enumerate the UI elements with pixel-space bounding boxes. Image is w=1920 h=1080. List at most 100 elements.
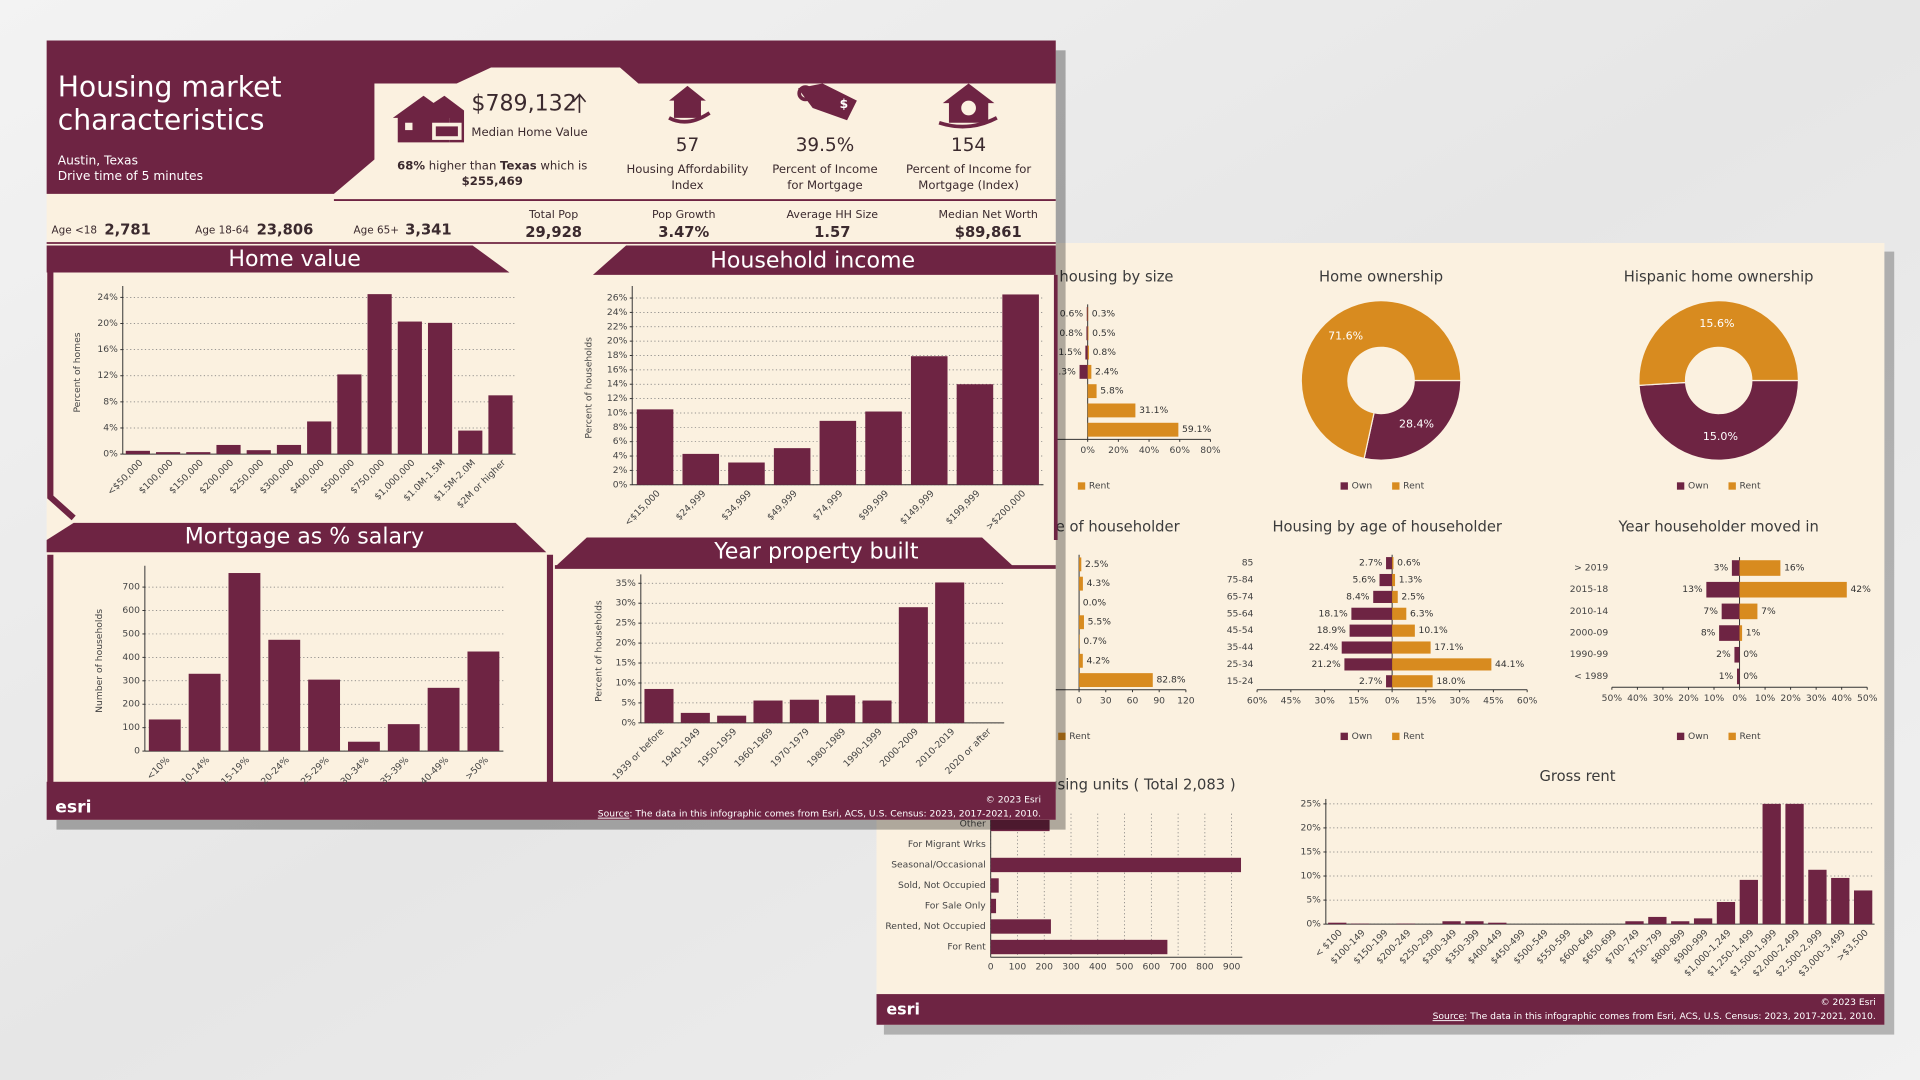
category-label: 85 — [1242, 558, 1254, 569]
bar — [1087, 345, 1089, 360]
bar — [1079, 673, 1153, 688]
value-label: 10.1% — [1419, 625, 1448, 636]
stat-label: Housing Affordability — [626, 162, 748, 176]
legend-label: Own — [1352, 481, 1373, 492]
x-tick-label: 40% — [1139, 445, 1160, 456]
bar — [1392, 590, 1398, 603]
x-tick-label: 600 — [1143, 962, 1161, 973]
legend-label: Rent — [1089, 481, 1110, 492]
value-label: 0.7% — [1083, 636, 1107, 647]
x-tick-label: 30% — [1653, 693, 1674, 704]
banner — [46, 245, 510, 273]
value-label: 0.5% — [1092, 328, 1116, 339]
value-label: 5.5% — [1088, 617, 1112, 628]
bar — [1085, 345, 1088, 360]
bar — [1087, 384, 1097, 399]
legend-swatch — [1676, 732, 1685, 741]
bar — [1373, 590, 1393, 603]
value-label: 31.1% — [1139, 405, 1168, 416]
logo: esri — [55, 798, 91, 818]
value-label: 1.3% — [1399, 575, 1423, 586]
bar — [1739, 879, 1758, 925]
bar — [125, 450, 150, 455]
bar — [1736, 668, 1740, 685]
stat-label: Percent of Income for — [906, 162, 1031, 176]
x-tick-label: 100 — [1009, 962, 1027, 973]
value-label: 0.8% — [1093, 347, 1117, 358]
legend-label: Rent — [1740, 731, 1761, 742]
chart-title: housing by size — [1059, 268, 1173, 285]
category-label: < 1989 — [1574, 671, 1608, 682]
bar — [680, 712, 710, 723]
bar — [644, 688, 674, 723]
source-text: : The data in this infographic comes fro… — [1464, 1011, 1876, 1022]
bar — [1625, 921, 1644, 925]
bar — [1648, 916, 1667, 925]
y-tick-label: 15% — [615, 658, 636, 669]
chart-title: Household income — [710, 247, 915, 273]
y-tick-label: 300 — [122, 675, 140, 686]
value-label: 15.6% — [1699, 317, 1734, 330]
chart-title: Hispanic home ownership — [1624, 268, 1814, 285]
source: Source: The data in this infographic com… — [598, 808, 1041, 819]
stat-label: Mortgage (Index) — [918, 178, 1019, 192]
chart-title: Housing units ( Total 2,083 ) — [1028, 776, 1235, 793]
age-label: Age 65+ — [354, 225, 399, 237]
legend-label: Own — [1352, 731, 1373, 742]
x-tick-label: 20% — [1678, 693, 1699, 704]
bar — [1442, 921, 1461, 925]
bar — [819, 420, 857, 485]
value-label: 2% — [1716, 649, 1731, 660]
summary-label: Total Pop — [528, 208, 578, 221]
legend-swatch — [1676, 482, 1685, 490]
bar — [1671, 921, 1690, 925]
bar — [1392, 607, 1407, 620]
x-tick-label: 0% — [1080, 445, 1095, 456]
y-tick-label: 2% — [613, 465, 628, 476]
y-tick-label: 10% — [607, 407, 628, 418]
bar — [990, 816, 1050, 832]
x-tick-label: 30% — [1314, 695, 1335, 706]
value-label: 0.0% — [1083, 597, 1107, 608]
copyright: © 2023 Esri — [986, 795, 1041, 806]
x-tick-label: 0 — [1076, 695, 1082, 706]
bar — [1731, 560, 1740, 576]
category-label: For Rent — [947, 942, 986, 953]
summary-value: $89,861 — [955, 224, 1022, 241]
x-tick-label: 50% — [1602, 693, 1623, 704]
copyright: © 2023 Esri — [1820, 997, 1875, 1008]
pie-slice — [1363, 379, 1462, 461]
header-band — [46, 40, 1056, 194]
x-tick-label: 120 — [1177, 695, 1195, 706]
chart-title: Gross rent — [1539, 768, 1615, 785]
source-label: Source — [598, 808, 630, 819]
bar — [910, 356, 948, 485]
up-arrow — [572, 93, 587, 113]
bar — [1465, 921, 1484, 925]
value-label: 3% — [1714, 563, 1729, 574]
bar — [1719, 625, 1740, 641]
value-label: 2.5% — [1085, 559, 1109, 570]
y-tick-label: 100 — [122, 722, 140, 733]
x-tick-label: 0% — [1385, 695, 1400, 706]
value-label: 6.3% — [1410, 608, 1434, 619]
title-line: Housing market — [58, 70, 282, 103]
legend-swatch — [1392, 732, 1400, 741]
y-tick-label: 16% — [97, 344, 118, 355]
chart-title: e of householder — [1056, 519, 1181, 536]
y-tick-label: 16% — [607, 364, 628, 375]
x-tick-label: 30 — [1100, 695, 1112, 706]
bar — [862, 700, 892, 723]
age-label: Age <18 — [52, 225, 97, 237]
comparison-state: Texas — [500, 158, 537, 172]
pie-slice — [1300, 300, 1462, 460]
bar — [397, 321, 422, 455]
value-label: 0.6% — [1060, 309, 1084, 320]
bar — [1079, 364, 1088, 379]
y-tick-label: 200 — [122, 699, 140, 710]
bar — [1349, 624, 1393, 637]
bar — [1386, 675, 1393, 688]
y-tick-label: 0 — [134, 746, 140, 757]
bar — [347, 741, 380, 752]
value-label: 71.6% — [1328, 330, 1363, 343]
